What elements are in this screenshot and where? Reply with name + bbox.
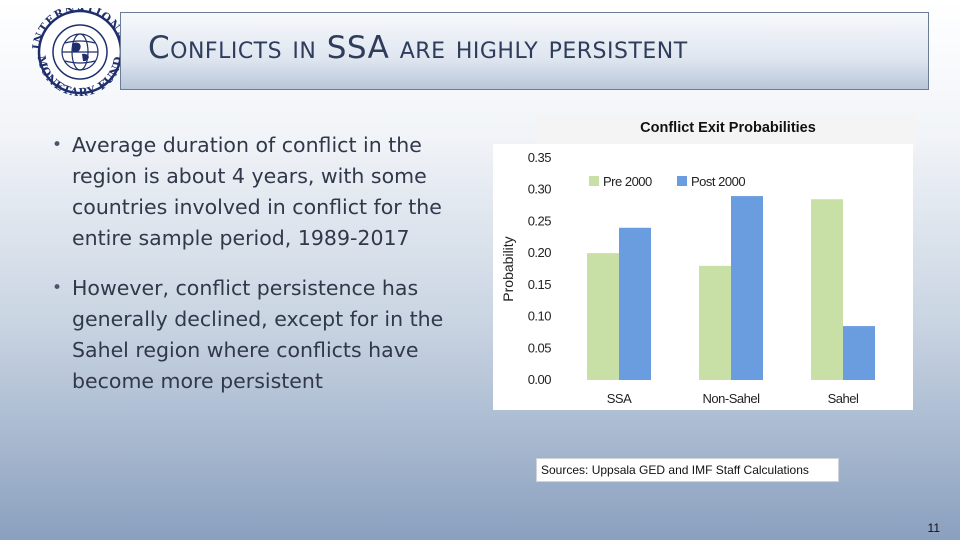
x-tick-label: Sahel: [828, 391, 859, 406]
page-number: 11: [927, 521, 940, 535]
bar-pre-2000-sahel: [811, 199, 843, 380]
y-tick-label: 0.25: [528, 213, 552, 228]
bullet-dot-icon: •: [52, 135, 63, 155]
y-tick-label: 0.10: [528, 309, 552, 324]
y-tick-label: 0.05: [528, 340, 552, 355]
bar-pre-2000-non-sahel: [699, 265, 731, 380]
y-tick-label: 0.35: [528, 150, 552, 165]
bar-post-2000-non-sahel: [731, 196, 763, 380]
imf-logo-seal: INTERNATIONAL MONETARY FUND: [30, 8, 129, 96]
globe-icon: [61, 33, 99, 71]
bullet-item: • Average duration of conflict in the reg…: [52, 130, 472, 254]
x-tick-label: SSA: [607, 391, 632, 406]
bar-post-2000-sahel: [843, 326, 875, 380]
y-tick-label: 0.15: [528, 277, 552, 292]
x-tick-label: Non-Sahel: [703, 391, 761, 406]
y-tick-label: 0.00: [528, 372, 552, 387]
legend-swatch: [589, 176, 599, 186]
chart-title: Conflict Exit Probabilities: [640, 120, 816, 136]
title-bar: [120, 12, 929, 90]
y-tick-label: 0.30: [528, 182, 552, 197]
legend-swatch: [677, 176, 687, 186]
slide-title: Conflicts in SSA are highly persistent: [148, 30, 688, 66]
legend-label: Post 2000: [691, 174, 745, 189]
legend-label: Pre 2000: [603, 174, 652, 189]
bullet-item: • However, conflict persistence has gener…: [52, 273, 472, 397]
y-axis-label: Probability: [500, 236, 516, 301]
bar-chart: 0.00 0.05 0.10 0.15 0.20 0.25 0.30 0.35 Probabil…: [493, 144, 913, 410]
bar-pre-2000-ssa: [587, 253, 619, 380]
bullet-list: • Average duration of conflict in the reg…: [52, 130, 472, 416]
bullet-dot-icon: •: [52, 278, 63, 298]
bar-post-2000-ssa: [619, 227, 651, 380]
y-tick-label: 0.20: [528, 245, 552, 260]
source-note: Sources: Uppsala GED and IMF Staff Calcu…: [536, 458, 839, 482]
